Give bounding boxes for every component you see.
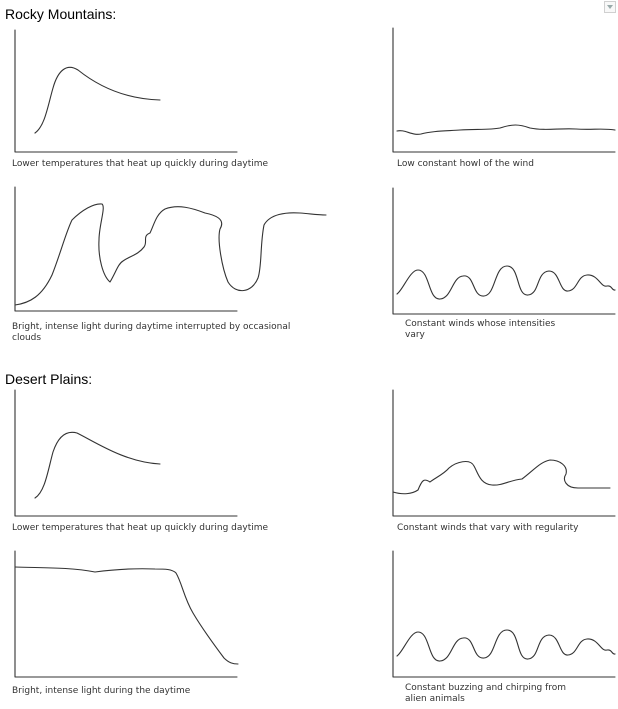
curve: [34, 431, 161, 499]
caption-rm-wind: Low constant howl of the wind: [397, 159, 534, 169]
curve: [34, 66, 161, 134]
section-title-desert-plains: Desert Plains:: [5, 371, 93, 387]
dropdown-toggle-icon[interactable]: [604, 1, 616, 13]
caption-dp-temperature: Lower temperatures that heat up quickly …: [12, 523, 269, 533]
curve: [14, 203, 327, 306]
caption-dp-winds-regular: Constant winds that vary with regularity: [397, 523, 579, 533]
caption-rm-winds-vary: Constant winds whose intensities vary: [405, 319, 556, 340]
graph-dp-light: [14, 550, 239, 678]
section-title-rocky-mountains: Rocky Mountains:: [5, 6, 117, 22]
curve: [14, 566, 239, 665]
graph-rm-wind: [392, 27, 616, 153]
caption-dp-buzz: Constant buzzing and chirping from alien…: [405, 683, 567, 704]
caption-dp-light: Bright, intense light during the daytime: [12, 686, 191, 696]
axes: [14, 389, 238, 517]
curve: [396, 265, 616, 300]
curve: [396, 629, 616, 662]
caption-rm-light: Bright, intense light during daytime int…: [12, 322, 291, 343]
axes: [392, 27, 616, 153]
graph-rm-light: [14, 186, 327, 312]
graph-dp-temperature: [14, 389, 238, 517]
graph-rm-temperature: [14, 29, 238, 153]
axes: [392, 550, 616, 678]
graph-rm-winds-vary: [392, 187, 616, 315]
axes: [392, 187, 616, 315]
curve: [392, 459, 611, 495]
axes: [14, 29, 238, 153]
axes: [14, 186, 238, 312]
curve: [396, 124, 616, 135]
graph-dp-winds-regular: [392, 389, 616, 517]
graph-dp-buzz: [392, 550, 616, 678]
axes: [392, 389, 616, 517]
axes: [14, 550, 238, 678]
caption-rm-temperature: Lower temperatures that heat up quickly …: [12, 159, 269, 169]
